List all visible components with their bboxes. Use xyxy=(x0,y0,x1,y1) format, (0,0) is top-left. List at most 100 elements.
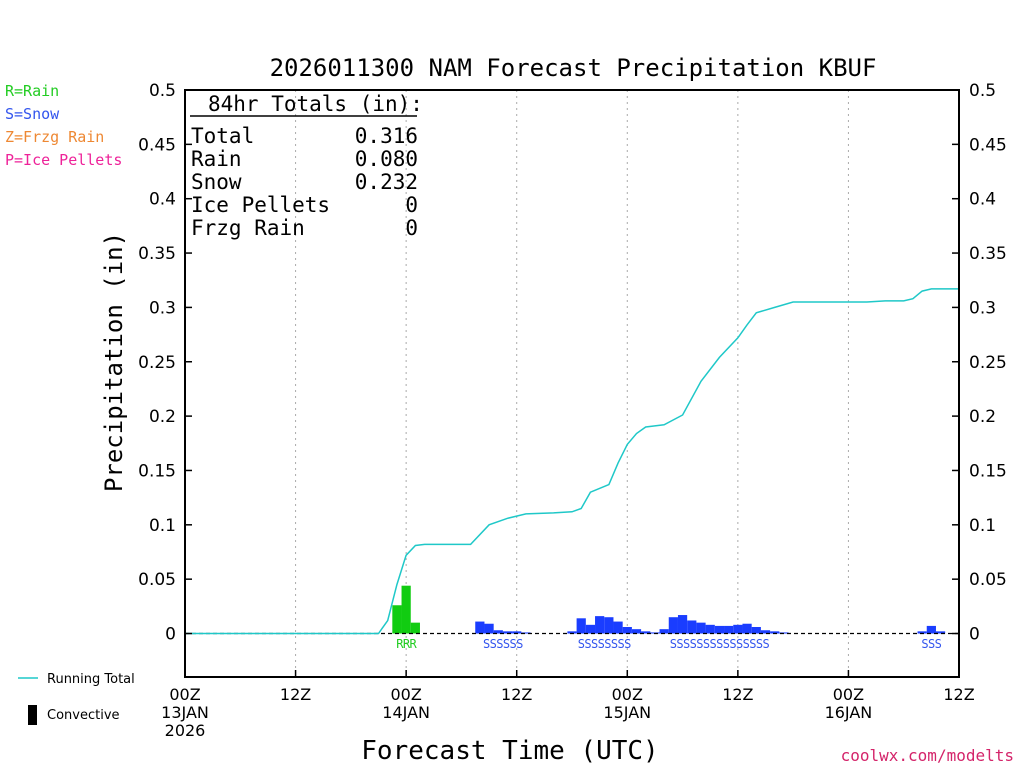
precip-type-marker: SSSSSS xyxy=(483,637,523,651)
totals-row-label: Rain xyxy=(191,147,242,171)
snow-bar xyxy=(677,615,688,634)
bottom-legend: Running Total Convective xyxy=(18,672,135,725)
snow-bar xyxy=(641,631,651,634)
totals-row-value: 0 xyxy=(405,193,418,217)
snow-bar xyxy=(733,624,743,634)
totals-row-label: Ice Pellets xyxy=(191,193,330,217)
x-tick-label: 15JAN xyxy=(603,703,651,722)
y-tick-label-right: 0.45 xyxy=(969,135,1007,155)
snow-bar xyxy=(567,631,577,634)
snow-bar xyxy=(622,626,632,634)
y-tick-label-left: 0.2 xyxy=(149,407,176,427)
snow-bar xyxy=(475,621,485,634)
snow-bar xyxy=(917,631,927,634)
totals-row-value: 0.080 xyxy=(355,147,418,171)
y-tick-label-left: 0.5 xyxy=(149,81,176,101)
totals-heading: 84hr Totals (in): xyxy=(208,92,423,116)
y-tick-label-left: 0.35 xyxy=(138,244,176,264)
snow-bar xyxy=(613,621,623,634)
x-tick-label: 12Z xyxy=(722,685,753,704)
y-tick-label-right: 0.05 xyxy=(969,570,1007,590)
snow-bar xyxy=(502,631,513,634)
type-legend-entry: S=Snow xyxy=(5,105,60,123)
snow-bar xyxy=(770,631,780,634)
y-tick-label-right: 0 xyxy=(969,625,980,645)
y-axis-ticks: 0 00.05 0.050.1 0.10.15 0.150.2 0.20.25 0.250.… xyxy=(138,81,1007,645)
totals-box: 84hr Totals (in): Total 0.316 Rain 0.080 Sno… xyxy=(190,92,423,240)
snow-bar xyxy=(493,630,503,634)
x-tick-label: 2026 xyxy=(165,721,206,740)
x-tick-label: 12Z xyxy=(501,685,532,704)
x-tick-label: 00Z xyxy=(612,685,643,704)
rain-bar xyxy=(410,622,420,634)
y-tick-label-right: 0.15 xyxy=(969,461,1007,481)
type-legend-entry: R=Rain xyxy=(5,82,59,100)
y-tick-label-right: 0.4 xyxy=(969,190,996,210)
precip-bars xyxy=(392,585,946,634)
rain-bar xyxy=(401,585,411,634)
precip-type-marker: SSSSSSSSSSSSSSS xyxy=(670,637,770,651)
totals-row-value: 0 xyxy=(405,216,418,240)
snow-bar xyxy=(705,624,715,634)
snow-bar xyxy=(604,617,614,634)
snow-bar xyxy=(724,625,734,634)
totals-row-label: Total xyxy=(191,124,254,148)
bottom-legend-label: Running Total xyxy=(47,672,135,687)
precip-type-marker: SSSSSSSS xyxy=(578,637,631,651)
snow-bar xyxy=(935,631,946,634)
running-total-line xyxy=(185,288,959,635)
totals-row-label: Frzg Rain xyxy=(191,216,305,240)
snow-bar xyxy=(576,618,586,634)
y-tick-label-right: 0.25 xyxy=(969,353,1007,373)
y-tick-label-right: 0.3 xyxy=(969,298,996,318)
snow-bar xyxy=(926,625,936,634)
snow-bar xyxy=(751,626,761,634)
snow-bar xyxy=(512,631,522,634)
snow-bar xyxy=(714,625,725,634)
x-tick-label: 12Z xyxy=(943,685,974,704)
snow-bar xyxy=(760,630,771,634)
precip-type-marker: SSS xyxy=(921,637,941,651)
rain-bar xyxy=(392,605,402,634)
snow-bar xyxy=(631,629,642,634)
x-tick-label: 16JAN xyxy=(825,703,873,722)
snow-bar xyxy=(595,616,605,634)
x-tick-label: 00Z xyxy=(390,685,421,704)
snow-bar xyxy=(585,624,596,634)
type-legend-entry: Z=Frzg Rain xyxy=(5,128,104,146)
snow-bar xyxy=(668,617,678,634)
y-tick-label-left: 0.3 xyxy=(149,298,176,318)
x-tick-label: 00Z xyxy=(833,685,864,704)
y-tick-label-left: 0.4 xyxy=(149,190,176,210)
snow-bar xyxy=(687,620,697,634)
y-tick-label-left: 0.1 xyxy=(149,516,176,536)
snow-bar xyxy=(696,622,706,634)
totals-row-value: 0.316 xyxy=(355,124,418,148)
y-axis-label: Precipitation (in) xyxy=(100,232,128,492)
y-tick-label-left: 0.25 xyxy=(138,353,176,373)
bottom-legend-label: Convective xyxy=(47,708,120,723)
y-tick-label-right: 0.1 xyxy=(969,516,996,536)
x-axis-label: Forecast Time (UTC) xyxy=(361,736,658,766)
y-tick-label-left: 0.45 xyxy=(138,135,176,155)
y-tick-label-right: 0.5 xyxy=(969,81,996,101)
totals-row-value: 0.232 xyxy=(355,170,418,194)
precip-type-markers: RRR SSSSSS SSSSSSSS SSSSSSSSSSSSSSS SSS xyxy=(396,637,942,651)
y-tick-label-right: 0.2 xyxy=(969,407,996,427)
snow-bar xyxy=(742,623,752,634)
x-tick-label: 00Z xyxy=(169,685,200,704)
precip-type-legend: R=Rain S=Snow Z=Frzg Rain P=Ice Pellets xyxy=(5,82,122,169)
convective-legend-swatch xyxy=(28,705,37,725)
y-tick-label-left: 0.15 xyxy=(138,461,176,481)
totals-row-label: Snow xyxy=(191,170,242,194)
chart-title: 2026011300 NAM Forecast Precipitation KB… xyxy=(270,54,877,82)
type-legend-entry: P=Ice Pellets xyxy=(5,151,122,169)
y-tick-label-left: 0 xyxy=(165,625,176,645)
snow-bar xyxy=(521,632,531,634)
precip-type-marker: RRR xyxy=(396,637,417,651)
plot-frame xyxy=(184,89,960,678)
snow-bar xyxy=(659,629,669,634)
x-tick-label: 13JAN xyxy=(161,703,209,722)
